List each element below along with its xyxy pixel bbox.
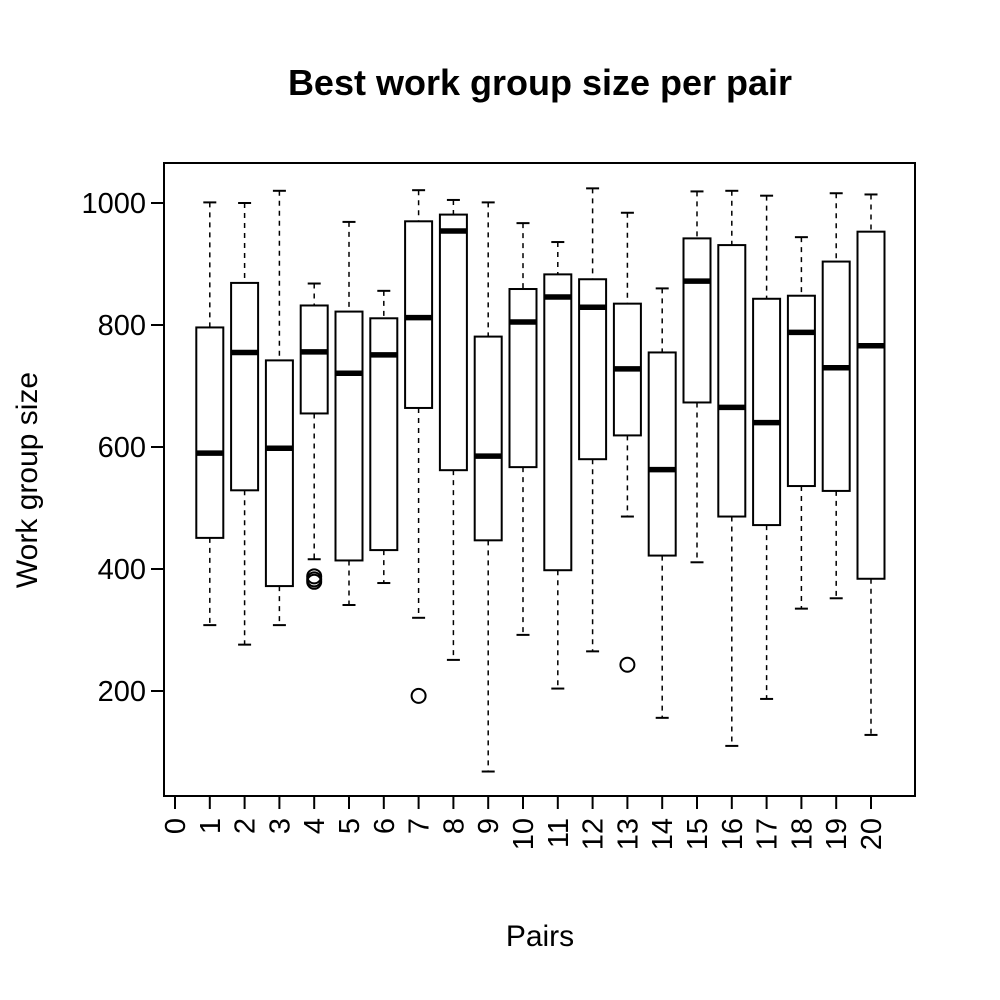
x-tick-label: 7 [404,818,436,834]
x-tick-label: 9 [473,818,505,834]
outlier-point [619,656,636,673]
box-iqr [856,230,886,580]
box-iqr [717,244,747,518]
y-tick-label: 200 [98,676,146,708]
box-iqr [438,213,468,472]
box-iqr [195,326,225,539]
box-iqr [786,294,816,488]
x-tick-label: 5 [334,818,366,834]
box-iqr [508,288,538,469]
y-tick-label: 1000 [81,188,146,220]
x-tick-label: 8 [438,818,470,834]
x-tick-label: 0 [160,818,192,834]
outlier-point [410,687,427,704]
box-iqr [404,220,434,409]
box-iqr [543,273,573,572]
x-tick-label: 19 [821,818,853,850]
y-tick-label: 800 [98,310,146,342]
box-iqr [647,351,677,557]
y-axis-title: Work group size [11,372,44,588]
x-tick-label: 13 [612,818,644,850]
x-tick-label: 4 [299,818,331,834]
box-iqr [334,310,364,562]
x-tick-label: 20 [856,818,888,850]
x-tick-label: 3 [264,818,296,834]
x-tick-label: 15 [682,818,714,850]
x-tick-label: 10 [508,818,540,850]
x-tick-label: 11 [543,818,575,848]
x-axis-title: Pairs [506,920,574,953]
box-iqr [821,260,851,492]
box-iqr [682,237,712,404]
x-tick-label: 18 [786,818,818,850]
chart-title: Best work group size per pair [288,62,792,103]
x-tick-label: 12 [578,818,610,850]
box-iqr [473,335,503,542]
x-tick-label: 6 [369,818,401,834]
box-iqr [752,297,782,527]
box-iqr [230,281,260,492]
box-iqr [299,304,329,415]
y-tick-label: 600 [98,432,146,464]
x-tick-label: 17 [752,818,784,850]
x-tick-label: 1 [195,818,227,834]
outlier-point [306,573,323,590]
x-tick-label: 16 [717,818,749,850]
y-tick-label: 400 [98,554,146,586]
x-tick-label: 2 [230,818,262,834]
x-tick-label: 14 [647,818,679,850]
box-iqr [264,359,294,588]
